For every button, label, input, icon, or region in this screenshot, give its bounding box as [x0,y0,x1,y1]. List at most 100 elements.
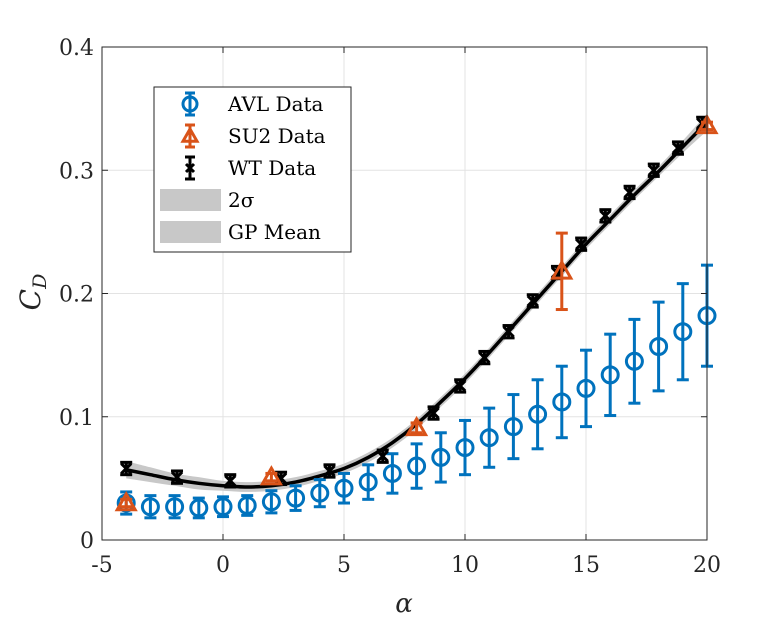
avl-data-point-shape [576,378,596,398]
x-tick-label: 5 [337,553,351,578]
wt-data-point-shape [120,462,133,475]
wt-data-point-shape [671,142,685,155]
avl-data-point [189,498,209,518]
avl-data-point-shape [407,456,427,476]
wt-data-point [224,474,237,487]
legend-label: WT Data [228,156,316,180]
avl-data-point [455,438,475,458]
wt-data-point-shape [427,406,440,420]
su2-data-point [259,465,283,486]
wt-data-point-shape [170,471,184,484]
avl-data-point [407,456,427,476]
avl-data-point-shape [382,463,402,483]
y-axis-label: CD [14,274,51,311]
x-tick-label: 0 [216,553,230,578]
legend-marker-shape [184,162,196,174]
wt-data-point [427,406,440,420]
legend-label: 2σ [228,188,255,212]
wt-data-point [599,209,612,222]
avl-data-point [310,483,330,503]
avl-data-point [237,495,257,515]
wt-data-point-shape [623,186,636,199]
legend-marker [180,125,200,143]
x-tick-label: 10 [451,553,479,578]
legend: AVL Data SU2 Data WT Data 2σ GP Mean [153,86,352,253]
avl-data-point-shape [189,498,209,518]
avl-data-point-shape [286,488,306,508]
avl-data-point-shape [237,495,257,515]
avl-data-point-shape [624,351,644,371]
y-tick-label: 0.4 [59,36,94,61]
avl-data-point-shape [455,438,475,458]
avl-data-point-shape [334,478,354,498]
wt-data-point [623,186,636,199]
wt-data-point-shape [454,379,467,392]
x-tick-label: 20 [693,553,721,578]
legend-swatch [160,189,221,211]
avl-data-point-shape [649,336,669,356]
wt-data-point [502,325,515,338]
avl-data-point [600,365,620,385]
wt-data-point [170,471,184,484]
legend-item-su2-data: SU2 Data [180,123,326,149]
su2-data-point [405,415,429,437]
wt-data-point [454,379,467,392]
avl-data-point [431,447,451,467]
legend-marker [184,162,196,174]
y-axis-label-subscript: D [29,274,51,290]
avl-data-point [165,497,185,517]
su2-data-point [550,259,574,280]
avl-data-point [334,478,354,498]
x-axis-label: α [395,589,413,619]
y-tick-label: 0 [80,529,94,554]
su2-data-point-shape [114,491,138,512]
avl-data-point-shape [310,483,330,503]
avl-data-point-shape [600,365,620,385]
avl-data-point [479,428,499,448]
avl-data-point-shape [431,447,451,467]
legend-marker [181,95,199,113]
wt-data-point [671,142,685,155]
avl-data-point [576,378,596,398]
avl-data-point [503,417,523,437]
wt-data-point-shape [502,325,515,338]
x-tick-label: 15 [572,553,600,578]
legend-item-gp-mean: GP Mean [160,220,321,244]
svg-text:CD: CD [14,274,51,311]
y-tick-label: 0.3 [59,159,94,184]
wt-data-point-shape [575,238,588,251]
legend-item-2-: 2σ [160,188,255,212]
avl-data-point [261,492,281,512]
avl-data-point [358,472,378,492]
legend-label: AVL Data [227,92,324,116]
wt-data-point [120,462,133,475]
wt-data-point [526,294,539,307]
y-tick-label: 0.1 [59,406,94,431]
avl-data-point-shape [140,497,160,517]
avl-data-point [649,336,669,356]
avl-data-point [382,463,402,483]
wt-data-point [376,450,389,463]
wt-data-point-shape [323,464,336,478]
wt-data-point-shape [478,351,491,364]
legend-item-avl-data: AVL Data [181,91,324,117]
avl-data-point [140,497,160,517]
avl-data-point [552,392,572,412]
x-tick-label: -5 [91,553,112,578]
avl-data-point-shape [261,492,281,512]
avl-data-point-shape [479,428,499,448]
wt-data-point [575,238,588,251]
su2-data-series [114,113,719,512]
avl-data-point [624,351,644,371]
avl-data-point [528,404,548,424]
wt-data-point [478,351,491,364]
avl-data-point-shape [165,497,185,517]
avl-data-point [213,497,233,517]
wt-data-point-shape [599,209,612,222]
wt-data-point-shape [224,474,237,487]
wt-data-point-shape [526,294,539,307]
y-tick-label: 0.2 [59,283,94,308]
legend-label: SU2 Data [228,124,326,148]
wt-data-point [647,164,660,177]
